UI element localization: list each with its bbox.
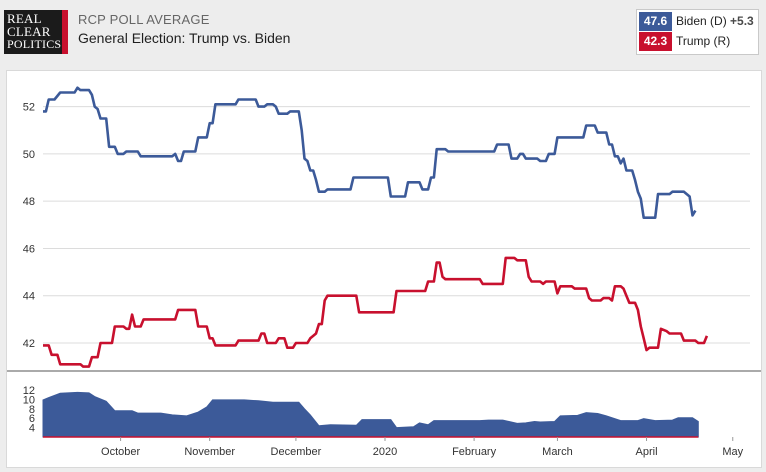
series-line-biden-d <box>43 86 697 219</box>
x-tick-label: December <box>271 446 322 458</box>
legend-item-biden[interactable]: 47.6 Biden (D) +5.3 <box>639 12 756 31</box>
legend-item-trump[interactable]: 42.3 Trump (R) <box>639 32 756 51</box>
spread-area <box>42 391 699 438</box>
legend-trump-value: 42.3 <box>639 32 672 51</box>
chart-area: 42 44 46 48 50 52 4 6 8 10 12 October November Decemb… <box>6 70 762 468</box>
spread-y-tick-label: 10 <box>23 394 35 406</box>
legend: 47.6 Biden (D) +5.3 42.3 Trump (R) <box>636 9 759 55</box>
spread-y-tick-label: 8 <box>29 404 35 416</box>
legend-biden-label: Biden (D) +5.3 <box>676 12 754 31</box>
legend-biden-name: Biden (D) <box>676 14 727 28</box>
x-tick-label: April <box>636 446 658 458</box>
spread-y-tick-label: 6 <box>29 413 35 425</box>
y-tick-label: 52 <box>23 102 35 114</box>
logo-line-3: POLITICS <box>7 37 62 51</box>
x-tick-label: October <box>101 446 140 458</box>
x-tick-label: May <box>722 446 743 458</box>
x-tick-label: November <box>184 446 235 458</box>
legend-trump-name: Trump (R) <box>676 34 731 48</box>
logo-line-1: REAL <box>7 11 42 26</box>
chart-title: General Election: Trump vs. Biden <box>78 30 291 46</box>
y-tick-label: 42 <box>23 338 35 350</box>
logo-accent-bar <box>62 10 68 54</box>
chart-supertitle: RCP POLL AVERAGE <box>78 12 210 27</box>
y-tick-label: 46 <box>23 243 35 255</box>
legend-biden-spread: +5.3 <box>730 14 754 28</box>
x-tick-label: March <box>542 446 573 458</box>
chart-header: REAL CLEAR POLITICS RCP POLL AVERAGE Gen… <box>0 0 766 66</box>
y-tick-label: 48 <box>23 196 35 208</box>
y-tick-label: 50 <box>23 149 35 161</box>
rcp-logo[interactable]: REAL CLEAR POLITICS <box>4 10 68 54</box>
y-tick-label: 44 <box>23 291 35 303</box>
x-tick-label: February <box>452 446 497 458</box>
logo-line-2: CLEAR <box>7 24 51 39</box>
legend-biden-value: 47.6 <box>639 12 672 31</box>
spread-y-tick-label: 4 <box>29 423 35 435</box>
spread-y-tick-label: 12 <box>23 385 35 397</box>
series-line-trump-r <box>43 256 709 368</box>
legend-trump-label: Trump (R) <box>676 32 730 51</box>
x-tick-label: 2020 <box>373 446 397 458</box>
